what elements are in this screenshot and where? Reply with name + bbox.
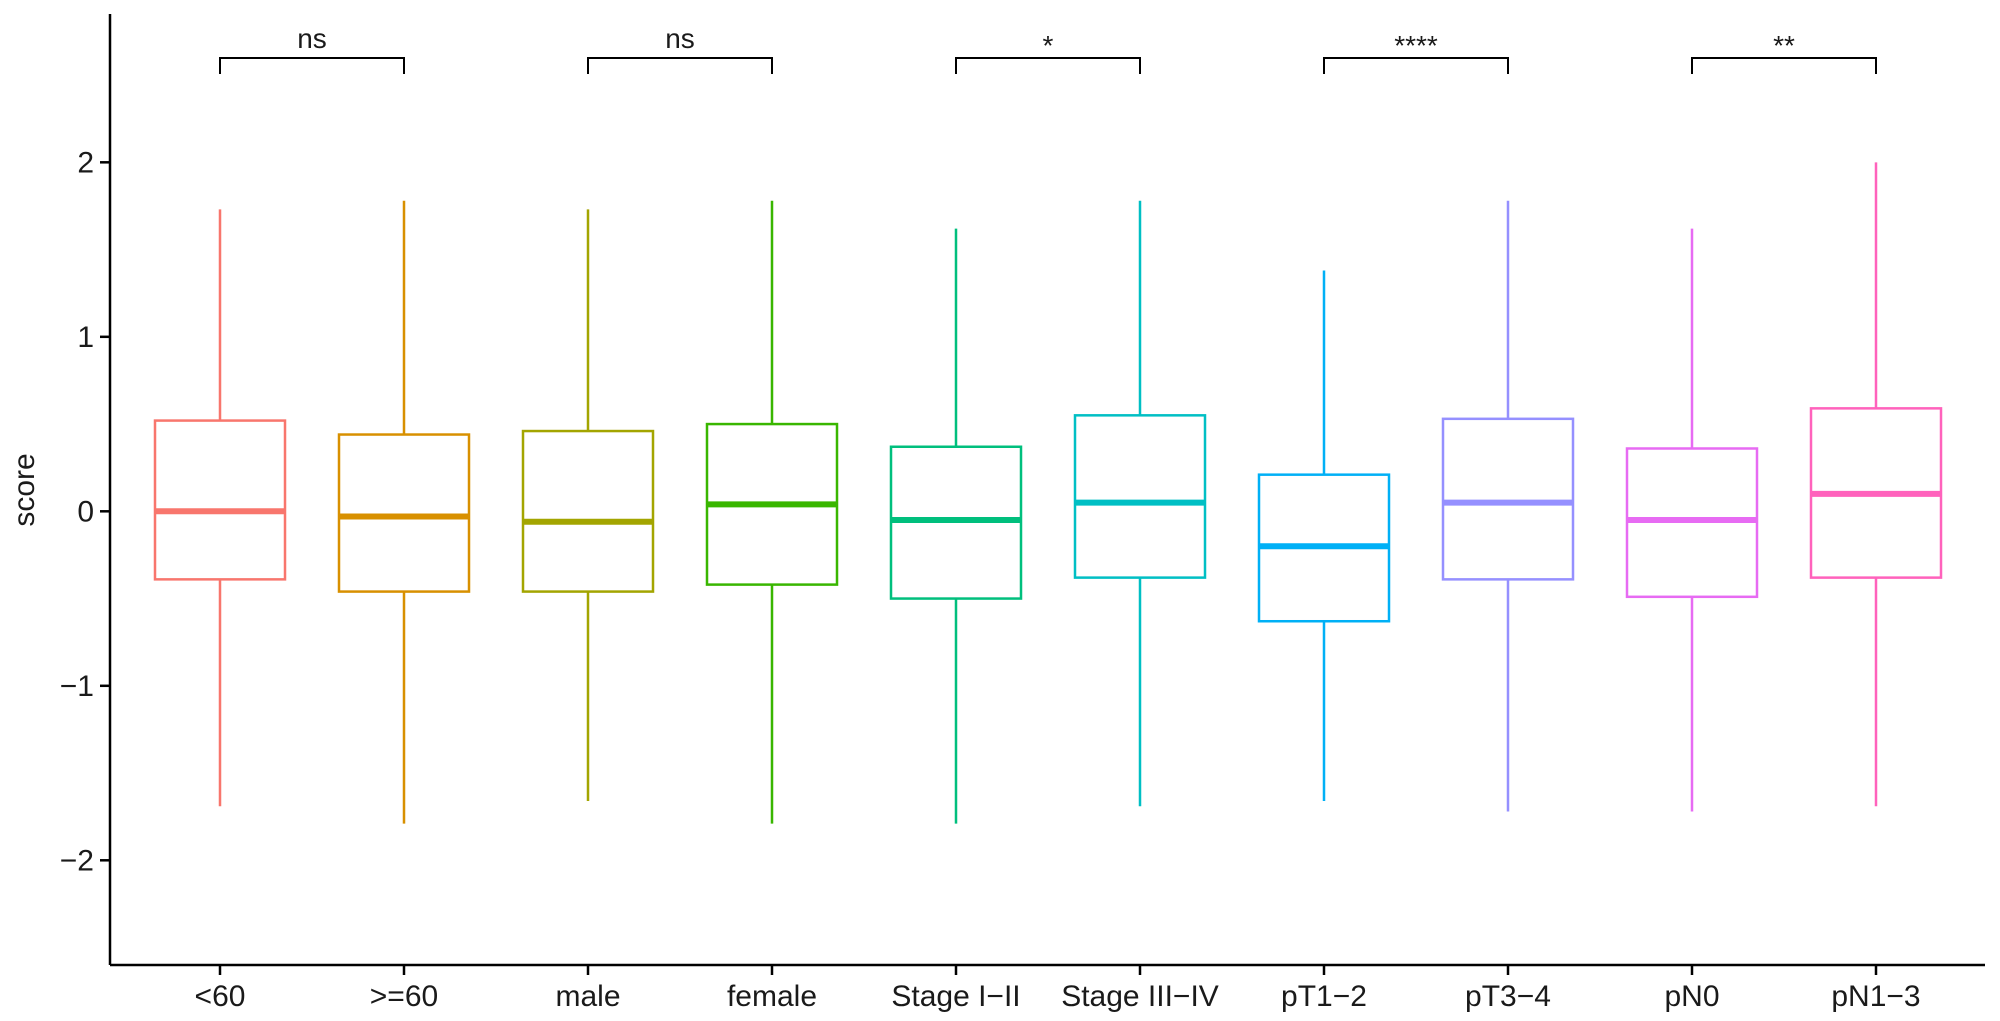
box-group [1073, 200, 1207, 807]
box-group [1625, 228, 1759, 812]
iqr-box [1441, 417, 1575, 581]
iqr-box [1073, 414, 1207, 579]
x-tick-label: male [555, 980, 620, 1013]
significance-label: * [1043, 30, 1054, 61]
bracket-line [1323, 57, 1509, 74]
significance-bracket: * [955, 30, 1141, 74]
box-group [705, 200, 839, 824]
iqr-box [153, 419, 287, 581]
box-group [1809, 162, 1943, 807]
y-tick-label: 1 [77, 321, 94, 354]
x-tick-label: Stage I−II [891, 980, 1020, 1013]
x-tick-label: pN1−3 [1831, 980, 1920, 1013]
x-tick-label: >=60 [370, 980, 438, 1013]
significance-bracket: ns [219, 23, 405, 74]
y-tick-label: −2 [60, 844, 94, 877]
y-axis-title: score [8, 453, 41, 526]
x-tick-label: pT3−4 [1465, 980, 1551, 1013]
significance-bracket: ** [1691, 30, 1877, 74]
significance-bracket: ns [587, 23, 773, 74]
y-tick-label: 2 [77, 146, 94, 179]
box-group [521, 209, 655, 801]
bracket-line [587, 57, 773, 74]
x-tick-label: Stage III−IV [1061, 980, 1219, 1013]
significance-bracket: **** [1323, 30, 1509, 74]
box-group [153, 209, 287, 807]
bracket-line [955, 57, 1141, 74]
x-tick-label: pN0 [1664, 980, 1719, 1013]
significance-label: ns [665, 23, 695, 54]
x-tick-label: <60 [195, 980, 246, 1013]
y-tick-label: 0 [77, 495, 94, 528]
bracket-line [219, 57, 405, 74]
box-group [337, 200, 471, 824]
box-group [889, 228, 1023, 824]
bracket-line [1691, 57, 1877, 74]
significance-label: ** [1773, 30, 1795, 61]
significance-label: **** [1394, 30, 1438, 61]
significance-label: ns [297, 23, 327, 54]
plot-area: 2 1 0 −1 −2 <60 >=60 male female Stage I−II Stage … [60, 14, 1985, 1013]
box-group [1257, 270, 1391, 801]
iqr-box [521, 429, 655, 593]
x-tick-label: female [727, 980, 817, 1013]
x-tick-label: pT1−2 [1281, 980, 1367, 1013]
y-tick-label: −1 [60, 670, 94, 703]
box-group [1441, 200, 1575, 812]
iqr-box [337, 433, 471, 593]
